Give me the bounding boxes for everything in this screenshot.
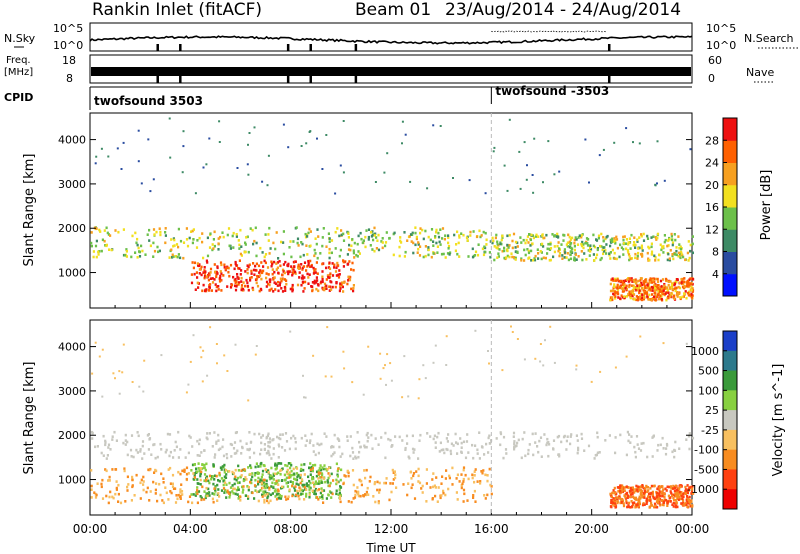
cpid-label: CPID [4,91,33,104]
nsearch-line [491,30,607,33]
nsearch-label: N.Search [744,32,794,45]
power-echo-region [609,277,695,302]
nsky-tick-bottom: 10^0 [53,39,83,52]
colorbar-tick-label: 28 [705,134,719,147]
velocity-data [90,325,695,509]
power-sparse-echoes [94,117,692,195]
velocity-colorbar-label: Velocity [m s^-1] [771,364,786,477]
freq-band [91,67,691,76]
time-tick-label: 04:00 [173,522,208,536]
cpid-segment-label: twofsound -3503 [495,84,609,98]
colorbar-swatch [723,273,737,297]
time-tick-label: 00:00 [675,522,710,536]
power-colorbar: Power [dB] 4 8 12 16 20 24 28 [705,117,774,297]
range-tick-label: 2000 [58,429,86,442]
colorbar-swatch [723,449,737,470]
power-ylabel: Slant Range [km] [22,154,37,267]
nave-label: Nave [746,66,774,79]
time-axis-label: Time UT [365,541,416,554]
colorbar-swatch [723,229,737,252]
colorbar-tick-label: 12 [705,223,719,236]
nave-tick-top: 60 [708,54,722,67]
colorbar-tick-label: -100 [694,444,719,457]
cpid-segment-label: twofsound 3503 [94,94,203,108]
time-tick-label: 08:00 [273,522,308,536]
velocity-panel: 1000 2000 3000 4000 00:00 04:00 08:00 12:00 16:0… [22,319,709,554]
time-tick-label: 20:00 [574,522,609,536]
velocity-ylabel: Slant Range [km] [22,362,37,475]
colorbar-tick-label: 24 [705,157,719,170]
power-echo-region [491,232,694,262]
time-tick-label: 00:00 [73,522,108,536]
nsearch-tick-top: 10^5 [706,22,736,35]
range-tick-label: 4000 [58,341,86,354]
colorbar-swatch [723,350,737,372]
colorbar-swatch [723,140,737,163]
power-axes: 1000 2000 3000 4000 [58,113,693,308]
range-tick-label: 1000 [58,474,86,487]
power-echo-region [190,259,355,293]
colorbar-tick-label: 500 [698,365,719,378]
cpid-strip: CPID twofsound 3503 twofsound -3503 [4,84,692,110]
range-tick-label: 1000 [58,267,86,280]
velocity-echo-region [90,466,493,505]
colorbar-swatch [723,390,737,411]
colorbar-swatch [723,184,737,208]
colorbar-swatch [723,162,737,186]
colorbar-swatch [723,370,737,391]
time-tick-label: 12:00 [374,522,409,536]
freq-tick-top: 18 [62,54,76,67]
colorbar-swatch [723,331,737,352]
range-tick-label: 3000 [58,385,86,398]
freq-tick-bottom: 8 [66,72,73,85]
station-title: Rankin Inlet (fitACF) [92,0,263,20]
nsky-label: N.Sky [4,32,36,45]
date-range: 23/Aug/2014 - 24/Aug/2014 [445,0,682,20]
velocity-echo-region [90,430,695,460]
colorbar-swatch [723,469,737,490]
freq-strip: Freq. [MHz] 18 8 60 0 Nave [4,54,774,85]
nsky-strip: N.Sky 10^5 10^0 10^5 10^0 N.Search [4,22,798,52]
power-panel: 1000 2000 3000 4000 Slant Range [km] [22,112,695,309]
colorbar-tick-label: 1000 [691,345,719,358]
beam-label: Beam 01 [355,0,432,20]
freq-trace [91,67,691,83]
colorbar-tick-label: -25 [701,424,719,437]
velocity-echo-region [609,484,695,509]
colorbar-swatch [723,207,737,230]
freq-label: Freq. [6,55,31,66]
colorbar-tick-label: -500 [694,463,719,476]
nsky-trace [89,30,693,51]
nsky-tick-top: 10^5 [53,22,83,35]
colorbar-tick-label: -1000 [687,483,719,496]
colorbar-swatch [723,489,737,510]
velocity-echo-region [190,461,343,500]
colorbar-tick-label: 100 [698,384,719,397]
velocity-colorbar: Velocity [m s^-1] 1000 500 100 25 -25 -100 -50… [687,330,786,510]
range-tick-label: 3000 [58,178,86,191]
freq-unit: [MHz] [4,67,33,78]
range-tick-label: 2000 [58,222,86,235]
colorbar-tick-label: 8 [712,246,719,259]
colorbar-swatch [723,251,737,275]
colorbar-tick-label: 25 [705,404,719,417]
colorbar-swatch [723,410,737,431]
colorbar-tick-label: 16 [705,201,719,214]
colorbar-swatch [723,429,737,451]
velocity-axes: 1000 2000 3000 4000 00:00 04:00 08:00 12:00 16:0… [58,320,709,536]
nsearch-tick-bottom: 10^0 [706,39,736,52]
colorbar-tick-label: 4 [712,268,719,281]
colorbar-tick-label: 20 [705,179,719,192]
power-data [90,117,695,302]
time-tick-label: 16:00 [474,522,509,536]
power-colorbar-label: Power [dB] [759,170,774,241]
colorbar-swatch [723,118,737,141]
nave-tick-bottom: 0 [708,72,715,85]
nsky-line [89,35,693,45]
range-tick-label: 4000 [58,134,86,147]
velocity-sparse-echoes [91,325,688,402]
